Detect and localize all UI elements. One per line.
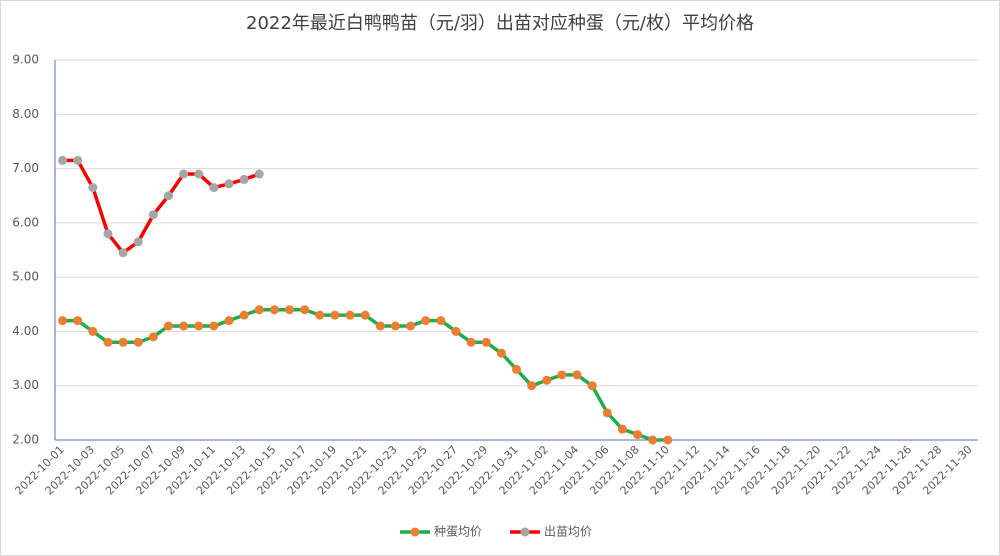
- data-point: [209, 183, 219, 193]
- y-tick-label: 4.00: [12, 324, 39, 338]
- data-point: [58, 316, 68, 326]
- data-point: [133, 337, 143, 347]
- legend-label: 出苗均价: [544, 525, 592, 539]
- data-point: [466, 337, 476, 347]
- data-point: [269, 305, 279, 315]
- data-point: [118, 337, 128, 347]
- data-point: [572, 370, 582, 380]
- y-tick-label: 6.00: [12, 215, 39, 229]
- data-point: [300, 305, 310, 315]
- data-point: [617, 424, 627, 434]
- data-point: [194, 169, 204, 179]
- data-point: [209, 321, 219, 331]
- y-tick-label: 3.00: [12, 378, 39, 392]
- data-point: [648, 435, 658, 445]
- data-point: [512, 364, 521, 374]
- data-point: [602, 408, 612, 418]
- data-point: [285, 305, 295, 315]
- data-point: [345, 310, 355, 320]
- data-point: [406, 321, 416, 331]
- data-point: [194, 321, 204, 331]
- y-tick-label: 9.00: [12, 53, 39, 67]
- legend-marker: [410, 527, 420, 537]
- data-point: [421, 316, 431, 326]
- y-tick-label: 5.00: [12, 270, 39, 284]
- data-point: [73, 155, 83, 165]
- data-point: [375, 321, 385, 331]
- data-point: [557, 370, 567, 380]
- data-point: [163, 191, 173, 201]
- legend-marker: [520, 527, 530, 537]
- data-point: [542, 375, 552, 385]
- data-point: [663, 435, 673, 445]
- data-point: [390, 321, 400, 331]
- data-point: [163, 321, 173, 331]
- data-point: [527, 381, 537, 391]
- legend-label: 种蛋均价: [434, 525, 482, 539]
- data-point: [451, 326, 461, 336]
- data-point: [118, 248, 128, 258]
- y-tick-label: 2.00: [12, 433, 39, 447]
- data-point: [88, 326, 98, 336]
- data-point: [224, 179, 234, 189]
- data-point: [88, 183, 98, 193]
- chart-title: 2022年最近白鸭鸭苗（元/羽）出苗对应种蛋（元/枚）平均价格: [246, 13, 754, 34]
- y-tick-label: 8.00: [12, 107, 39, 121]
- data-point: [436, 316, 446, 326]
- data-point: [239, 174, 249, 184]
- data-point: [254, 169, 264, 179]
- data-point: [179, 321, 189, 331]
- data-point: [148, 210, 158, 220]
- data-point: [224, 316, 234, 326]
- data-point: [73, 316, 83, 326]
- data-point: [58, 155, 68, 165]
- data-point: [133, 237, 143, 247]
- data-point: [148, 332, 158, 342]
- data-point: [481, 337, 491, 347]
- data-point: [315, 310, 325, 320]
- data-point: [179, 169, 189, 179]
- data-point: [587, 381, 597, 391]
- data-point: [360, 310, 370, 320]
- data-point: [254, 305, 264, 315]
- data-point: [239, 310, 249, 320]
- data-point: [496, 348, 506, 358]
- data-point: [103, 337, 113, 347]
- data-point: [330, 310, 340, 320]
- data-point: [633, 430, 643, 440]
- data-point: [103, 229, 113, 239]
- y-tick-label: 7.00: [12, 161, 39, 175]
